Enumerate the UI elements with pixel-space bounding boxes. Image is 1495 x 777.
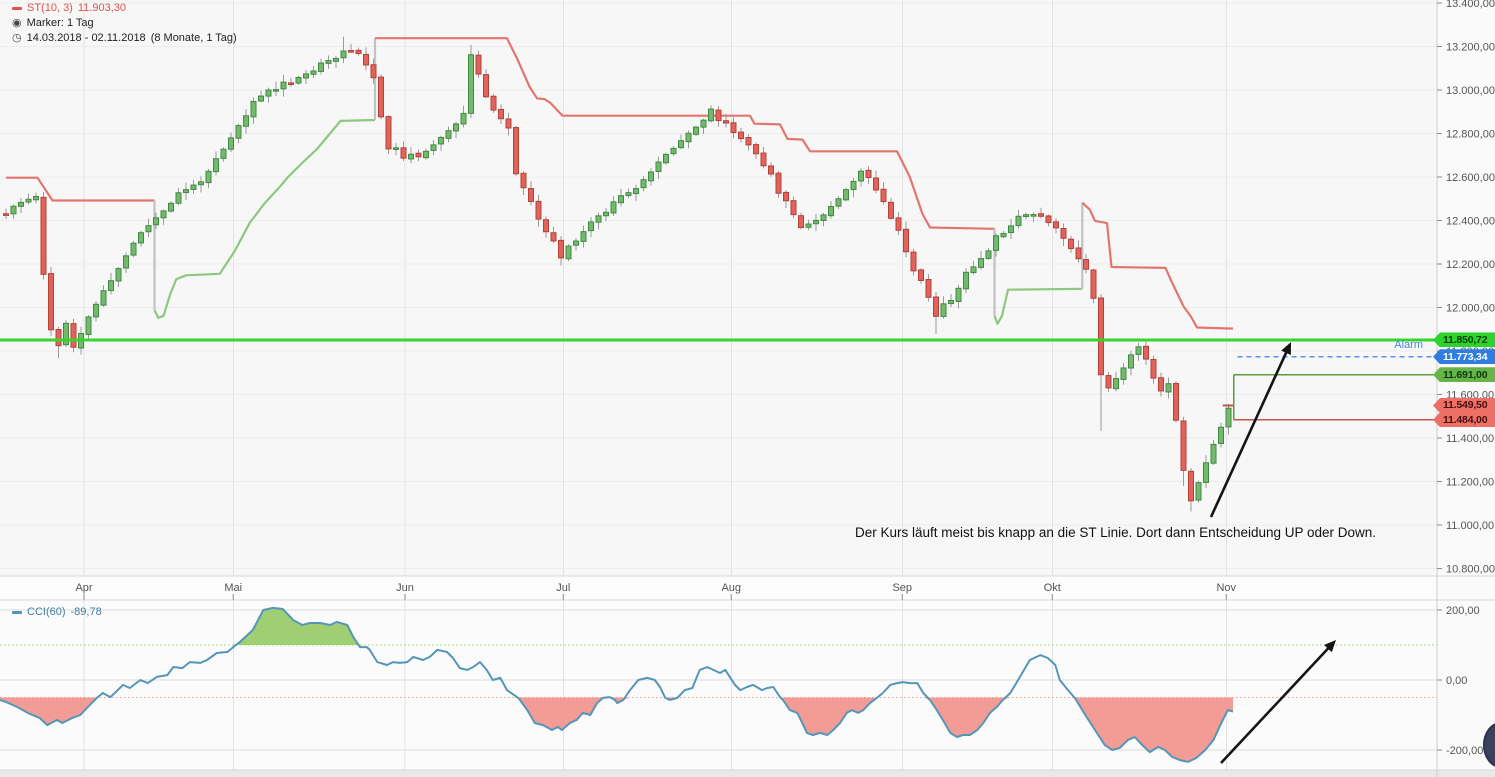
x-axis-month-label: Jun (396, 582, 414, 594)
y-axis-price-label: 10.800,00 (1446, 564, 1495, 576)
level-lines (0, 338, 1437, 421)
cci-overbought-fill (0, 607, 1233, 645)
x-axis-month-label: Apr (75, 582, 92, 594)
x-axis-month-label: Sep (892, 582, 912, 594)
x-axis-month-label: Mai (224, 582, 242, 594)
y-axis-price-label: 12.200,00 (1446, 259, 1495, 271)
cci-line (0, 606, 1234, 763)
cci-legend-row[interactable]: CCI(60) -89,78 (12, 605, 102, 619)
cci-oversold-fill (0, 697, 1233, 762)
bottom-scroll-strip[interactable] (0, 770, 1495, 777)
corner-widget-button[interactable] (1483, 722, 1495, 768)
supertrend-value: 11.903,30 (77, 2, 126, 14)
price-tag-st-exit-level[interactable]: 11.850,72 (1433, 332, 1495, 348)
cci-axis-label: 0,00 (1446, 675, 1467, 687)
x-axis-month-label: Jul (556, 582, 570, 594)
time-axis-band (0, 576, 1437, 600)
supertrend-segment-down (375, 37, 995, 230)
cci-axis-label: 200,00 (1446, 605, 1480, 617)
price-tag-alarm-level[interactable]: 11.773,34 (1433, 349, 1495, 365)
y-axis-price-label: 12.600,00 (1446, 172, 1495, 184)
price-tag-stop-level[interactable]: 11.484,00 (1433, 412, 1495, 428)
y-axis-price-label: 13.000,00 (1446, 85, 1495, 97)
chart-annotation-text: Der Kurs läuft meist bis knapp an die ST… (855, 525, 1377, 540)
cci-line-icon (12, 610, 22, 614)
y-axis-price-label: 12.400,00 (1446, 216, 1495, 228)
y-axis-price-label: 12.000,00 (1446, 303, 1495, 315)
y-axis-price-label: 11.400,00 (1446, 433, 1494, 445)
date-range-detail: (8 Monate, 1 Tag) (150, 32, 237, 44)
x-axis-month-label: Aug (721, 582, 741, 594)
supertrend-name: ST(10, 3) (27, 2, 73, 14)
supertrend-segment-up (153, 118, 376, 319)
date-range-row[interactable]: ◷ 14.03.2018 - 02.11.2018 (8 Monate, 1 T… (12, 31, 237, 46)
cci-value: -89,78 (70, 606, 102, 618)
marker-label: Marker: 1 Tag (26, 17, 94, 29)
y-axis-price-label: 13.400,00 (1446, 0, 1495, 10)
marker-legend-row[interactable]: ◉ Marker: 1 Tag (12, 16, 237, 31)
fisheye-icon: ◉ (12, 17, 22, 29)
supertrend-segment-down (6, 176, 155, 202)
alarm-label[interactable]: Alarm (1394, 339, 1423, 351)
date-range-label: 14.03.2018 - 02.11.2018 (26, 32, 146, 44)
y-axis-price-label: 11.200,00 (1446, 477, 1494, 489)
y-axis-price-label: 12.800,00 (1446, 129, 1495, 141)
annotation-arrows (1209, 342, 1336, 764)
y-axis-price-label: 11.000,00 (1446, 520, 1494, 532)
price-tag-target-level[interactable]: 11.691,00 (1433, 367, 1495, 383)
candlesticks (3, 36, 1232, 512)
arrow-head (1324, 640, 1336, 653)
x-axis-months: Apr Mai Jun Jul Aug Sep Okt Nov (75, 582, 1237, 600)
cci-pane (0, 600, 1437, 770)
supertrend-legend-row[interactable]: ST(10, 3) 11.903,30 (12, 1, 237, 16)
price-axis-band (1437, 0, 1495, 777)
indicator-legend: ST(10, 3) 11.903,30 ◉ Marker: 1 Tag ◷ 14… (12, 1, 237, 46)
arrow-head (1281, 342, 1291, 355)
cci-indicator (0, 606, 1234, 763)
price-tag-last-price[interactable]: 11.549,50 (1433, 397, 1495, 413)
supertrend-segment-up (993, 287, 1083, 325)
x-axis-month-label: Nov (1216, 582, 1236, 594)
supertrend-line-icon (12, 7, 22, 10)
main-pane (0, 0, 1437, 576)
clock-icon: ◷ (12, 32, 22, 44)
cci-name: CCI(60) (27, 606, 66, 618)
y-axis-price-label: 13.200,00 (1446, 42, 1495, 54)
cci-axis-label: -200,00 (1446, 745, 1483, 757)
x-axis-month-label: Okt (1044, 582, 1061, 594)
supertrend-segment-down (1081, 201, 1234, 330)
